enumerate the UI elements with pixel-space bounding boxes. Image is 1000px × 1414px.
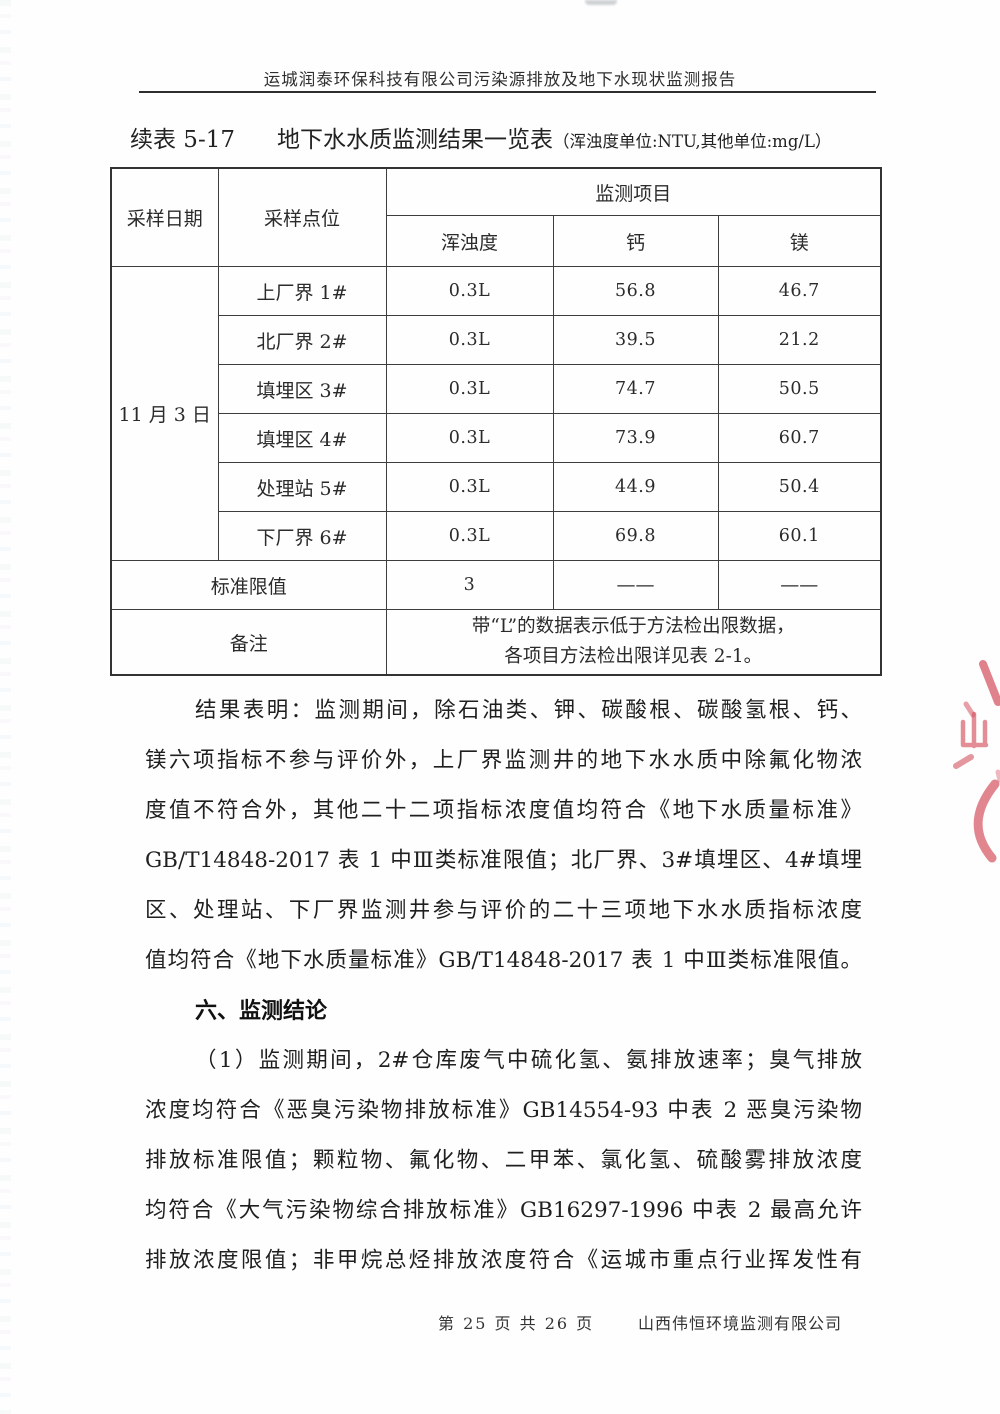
limit-calcium: ——: [552, 560, 719, 610]
table-caption-units: （浑浊度单位:NTU,其他单位:mg/L）: [552, 132, 832, 151]
table-row: 北厂界 2# 0.3L 39.5 21.2: [111, 315, 882, 365]
table-row: 处理站 5# 0.3L 44.9 50.4: [111, 462, 882, 512]
cell-point: 填埋区 4#: [217, 413, 387, 463]
note-label: 备注: [110, 609, 387, 676]
paragraph-line: GB/T14848-2017 表 1 中Ⅲ类标准限值；北厂界、3#填埋区、4#填…: [145, 848, 862, 873]
cell-calcium: 74.7: [552, 364, 719, 414]
table-row: 填埋区 3# 0.3L 74.7 50.5: [111, 364, 882, 414]
cell-magnesium: 46.7: [717, 266, 882, 316]
cell-point: 填埋区 3#: [217, 364, 387, 414]
cell-magnesium: 50.5: [717, 364, 882, 414]
running-header: 运城润泰环保科技有限公司污染源排放及地下水现状监测报告: [263, 70, 737, 89]
paragraph-line: 排放标准限值；颗粒物、氟化物、二甲苯、氯化氢、硫酸雾排放浓度: [145, 1148, 862, 1173]
cell-calcium: 39.5: [552, 315, 719, 365]
cell-point: 北厂界 2#: [217, 315, 387, 365]
page-footer: 第 25 页 共 26 页 山西伟恒环境监测有限公司: [110, 1310, 890, 1334]
cell-calcium: 44.9: [552, 462, 719, 512]
cell-point: 上厂界 1#: [217, 266, 387, 316]
header-turbidity: 浑浊度: [385, 215, 554, 267]
limit-turbidity: 3: [385, 560, 554, 610]
footer-company-name: 山西伟恒环境监测有限公司: [637, 1314, 842, 1333]
cell-calcium: 56.8: [552, 266, 719, 316]
limit-label: 标准限值: [110, 560, 387, 610]
table-caption-number: 续表 5-17: [130, 127, 235, 153]
paragraph-line: 度值不符合外，其他二十二项指标浓度值均符合《地下水质量标准》: [145, 798, 862, 823]
table-row: 下厂界 6# 0.3L 69.8 60.1: [111, 511, 882, 561]
note-line-1: 带“L”的数据表示低于方法检出限数据，: [471, 616, 795, 637]
header-sample-point: 采样点位: [217, 167, 387, 267]
header-calcium: 钙: [552, 215, 719, 267]
note-content: 带“L”的数据表示低于方法检出限数据， 各项目方法检出限详见表 2-1。: [385, 609, 882, 676]
page-number: 第 25 页 共 26 页: [438, 1314, 595, 1333]
cell-point: 处理站 5#: [217, 462, 387, 512]
section-heading: 六、监测结论: [195, 998, 328, 1024]
note-row: 备注 带“L”的数据表示低于方法检出限数据， 各项目方法检出限详见表 2-1。: [110, 609, 882, 676]
red-seal-fragment-icon: [953, 660, 1000, 863]
cell-turbidity: 0.3L: [385, 462, 554, 512]
header-sample-date: 采样日期: [110, 167, 219, 267]
header-monitor-items: 监测项目: [385, 167, 882, 216]
paragraph-line: 排放浓度限值；非甲烷总烃排放浓度符合《运城市重点行业挥发性有: [145, 1248, 862, 1273]
paragraph-line: （1）监测期间，2#仓库废气中硫化氢、氨排放速率；臭气排放: [195, 1048, 862, 1073]
header-divider: [139, 91, 876, 93]
cell-magnesium: 50.4: [717, 462, 882, 512]
paragraph-line: 均符合《大气污染物综合排放标准》GB16297-1996 中表 2 最高允许: [145, 1198, 862, 1223]
cell-magnesium: 60.1: [717, 511, 882, 561]
paragraph-line: 浓度均符合《恶臭污染物排放标准》GB14554-93 中表 2 恶臭污染物: [145, 1098, 862, 1123]
cell-turbidity: 0.3L: [385, 315, 554, 365]
paragraph-line: 区、处理站、下厂界监测井参与评价的二十三项地下水水质指标浓度: [145, 898, 862, 923]
paragraph-line: 结果表明：监测期间，除石油类、钾、碳酸根、碳酸氢根、钙、: [195, 698, 862, 723]
cell-turbidity: 0.3L: [385, 266, 554, 316]
table-caption-title: 地下水水质监测结果一览表: [276, 127, 553, 153]
table-row: 11 月 3 日 上厂界 1# 0.3L 56.8 46.7: [110, 266, 882, 561]
paragraph-line: 值均符合《地下水质量标准》GB/T14848-2017 表 1 中Ⅲ类标准限值。: [145, 948, 862, 973]
cell-turbidity: 0.3L: [385, 413, 554, 463]
cell-magnesium: 60.7: [717, 413, 882, 463]
cell-calcium: 73.9: [552, 413, 719, 463]
note-line-2: 各项目方法检出限详见表 2-1。: [504, 646, 763, 667]
cell-point: 下厂界 6#: [217, 511, 387, 561]
cell-date: 11 月 3 日: [110, 266, 219, 561]
cell-turbidity: 0.3L: [385, 511, 554, 561]
paragraph-line: 镁六项指标不参与评价外，上厂界监测井的地下水水质中除氟化物浓: [145, 748, 862, 773]
cell-magnesium: 21.2: [717, 315, 882, 365]
report-body: 结果表明：监测期间，除石油类、钾、碳酸根、碳酸氢根、钙、 镁六项指标不参与评价外…: [145, 686, 862, 1286]
header-magnesium: 镁: [717, 215, 882, 267]
scan-smudge: [585, 0, 617, 5]
cell-calcium: 69.8: [552, 511, 719, 561]
groundwater-results-table: 采样日期 采样点位 监测项目 浑浊度 钙 镁 11 月 3 日 上厂界 1# 0…: [110, 167, 883, 676]
cell-turbidity: 0.3L: [385, 364, 554, 414]
table-row: 填埋区 4# 0.3L 73.9 60.7: [111, 413, 882, 463]
limit-row: 标准限值 3 —— ——: [110, 560, 882, 610]
table-caption: 续表 5-17 地下水水质监测结果一览表（浑浊度单位:NTU,其他单位:mg/L）: [130, 120, 890, 154]
limit-magnesium: ——: [717, 560, 882, 610]
scan-artifact-strip: [0, 0, 11, 1414]
